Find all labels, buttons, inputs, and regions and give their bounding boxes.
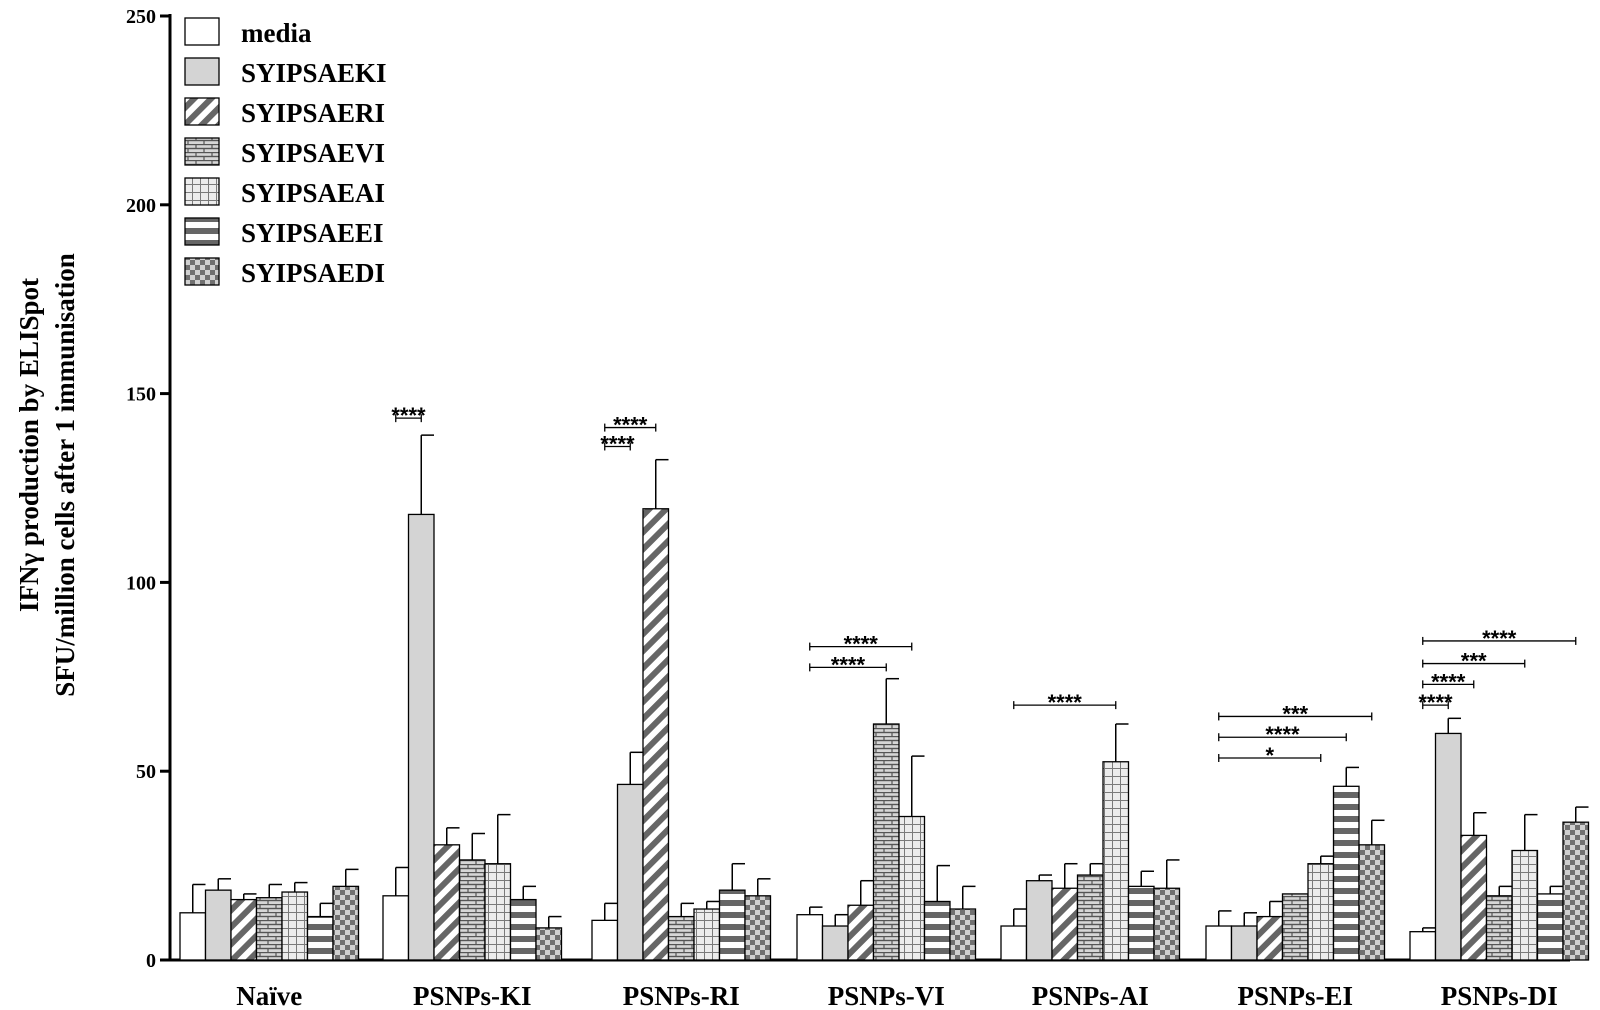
- bar: [484, 863, 512, 961]
- x-axis-category-label: PSNPs-RI: [623, 981, 740, 1010]
- x-axis-labels: Naïve PSNPs-KI PSNPs-RI PSNPs-VI PSNPs-AI PSN…: [236, 981, 1558, 1010]
- bar: [821, 925, 849, 961]
- bar: [255, 897, 283, 961]
- x-axis-category-label: PSNPs-KI: [413, 981, 532, 1010]
- legend-label: SYIPSAEAI: [241, 178, 385, 208]
- bar: [949, 908, 977, 961]
- legend-label: SYIPSAEDI: [241, 258, 385, 288]
- bar: [1281, 893, 1309, 961]
- bar: [1358, 844, 1386, 961]
- significance-label: ****: [1048, 690, 1083, 715]
- y-tick-label: 250: [126, 6, 156, 28]
- bar: [458, 859, 486, 961]
- y-tick-label: 200: [126, 195, 156, 217]
- bar: [1460, 834, 1488, 961]
- y-tick-label: 50: [136, 761, 156, 783]
- bar: [230, 898, 258, 961]
- bar: [1051, 887, 1079, 961]
- bar: [1000, 925, 1028, 961]
- y-tick-label: 150: [126, 384, 156, 406]
- bar: [1230, 925, 1258, 961]
- y-axis-title-line-1: IFNγ production by ELISpot: [14, 278, 44, 612]
- legend-swatch: [184, 177, 220, 206]
- bar: [1256, 915, 1284, 961]
- legend-swatch: [184, 217, 220, 246]
- x-axis-category-label: Naïve: [236, 981, 302, 1010]
- bar: [1153, 887, 1181, 961]
- significance-label: ****: [600, 431, 635, 456]
- bar: [718, 889, 746, 961]
- bar: [509, 898, 537, 961]
- significance-label: ****: [1431, 669, 1466, 694]
- bar: [407, 513, 435, 961]
- bar: [1127, 885, 1155, 961]
- bar: [744, 895, 772, 961]
- bar: [535, 927, 563, 961]
- bar: [1485, 895, 1513, 961]
- bar: [1511, 849, 1539, 961]
- legend-label: SYIPSAERI: [241, 98, 385, 128]
- bar: [796, 914, 824, 961]
- bar: [1102, 761, 1130, 961]
- significance-label: ****: [1265, 722, 1300, 747]
- bar: [179, 912, 207, 961]
- bar: [382, 895, 410, 961]
- bar: [306, 915, 334, 961]
- legend: media SYIPSAEKI SYIPSAERI SYIPSAEVI SYIPSAEA…: [184, 17, 387, 288]
- bar: [1025, 880, 1053, 961]
- bar: [1205, 925, 1233, 961]
- y-tick-label: 0: [146, 950, 156, 972]
- significance-label: ****: [613, 413, 648, 438]
- bar: [923, 900, 951, 961]
- bar: [616, 783, 644, 961]
- bar: [872, 723, 900, 961]
- legend-label: SYIPSAEKI: [241, 58, 387, 88]
- bar: [898, 815, 926, 961]
- significance-label: ****: [844, 632, 879, 657]
- legend-label: SYIPSAEEI: [241, 218, 384, 248]
- bar: [332, 885, 360, 961]
- bar: [1076, 874, 1104, 961]
- bar: [667, 915, 695, 961]
- bar: [1562, 821, 1590, 961]
- significance-brackets: ******************************** ********…: [391, 403, 1577, 768]
- significance-label: *: [1265, 743, 1274, 768]
- bar: [847, 904, 875, 961]
- bar: [591, 919, 619, 961]
- bar: [433, 844, 461, 961]
- bar: [281, 891, 309, 961]
- legend-label: SYIPSAEVI: [241, 138, 385, 168]
- bar: [1409, 931, 1437, 961]
- legend-swatch: [184, 57, 220, 86]
- significance-label: ****: [391, 403, 426, 428]
- x-axis-category-label: PSNPs-VI: [828, 981, 945, 1010]
- bar: [1434, 732, 1462, 961]
- bar: [693, 908, 721, 961]
- y-axis-title-line-2: SFU/million cells after 1 immunisation: [50, 253, 80, 697]
- legend-swatch: [184, 137, 220, 166]
- significance-label: ***: [1461, 649, 1487, 674]
- significance-label: ****: [1482, 626, 1517, 651]
- bar: [642, 508, 670, 961]
- bar: [204, 889, 232, 961]
- bar: [1536, 893, 1564, 961]
- y-axis-title: IFNγ production by ELISpot SFU/million c…: [14, 253, 80, 697]
- legend-swatch: [184, 257, 220, 286]
- x-axis-category-label: PSNPs-DI: [1441, 981, 1558, 1010]
- error-bars: [192, 434, 1589, 932]
- significance-label: ****: [831, 652, 866, 677]
- significance-label: ***: [1282, 701, 1308, 726]
- y-axis-ticks: 0 50 100 150 200 250: [126, 6, 170, 972]
- legend-swatch: [184, 97, 220, 126]
- x-axis-category-label: PSNPs-AI: [1032, 981, 1149, 1010]
- bar: [1307, 863, 1335, 961]
- legend-swatch: [184, 17, 220, 46]
- x-axis-category-label: PSNPs-EI: [1237, 981, 1353, 1010]
- bars: [179, 508, 1590, 961]
- significance-label: ****: [1418, 690, 1453, 715]
- bar: [1332, 785, 1360, 961]
- y-tick-label: 100: [126, 572, 156, 594]
- legend-label: media: [241, 18, 312, 48]
